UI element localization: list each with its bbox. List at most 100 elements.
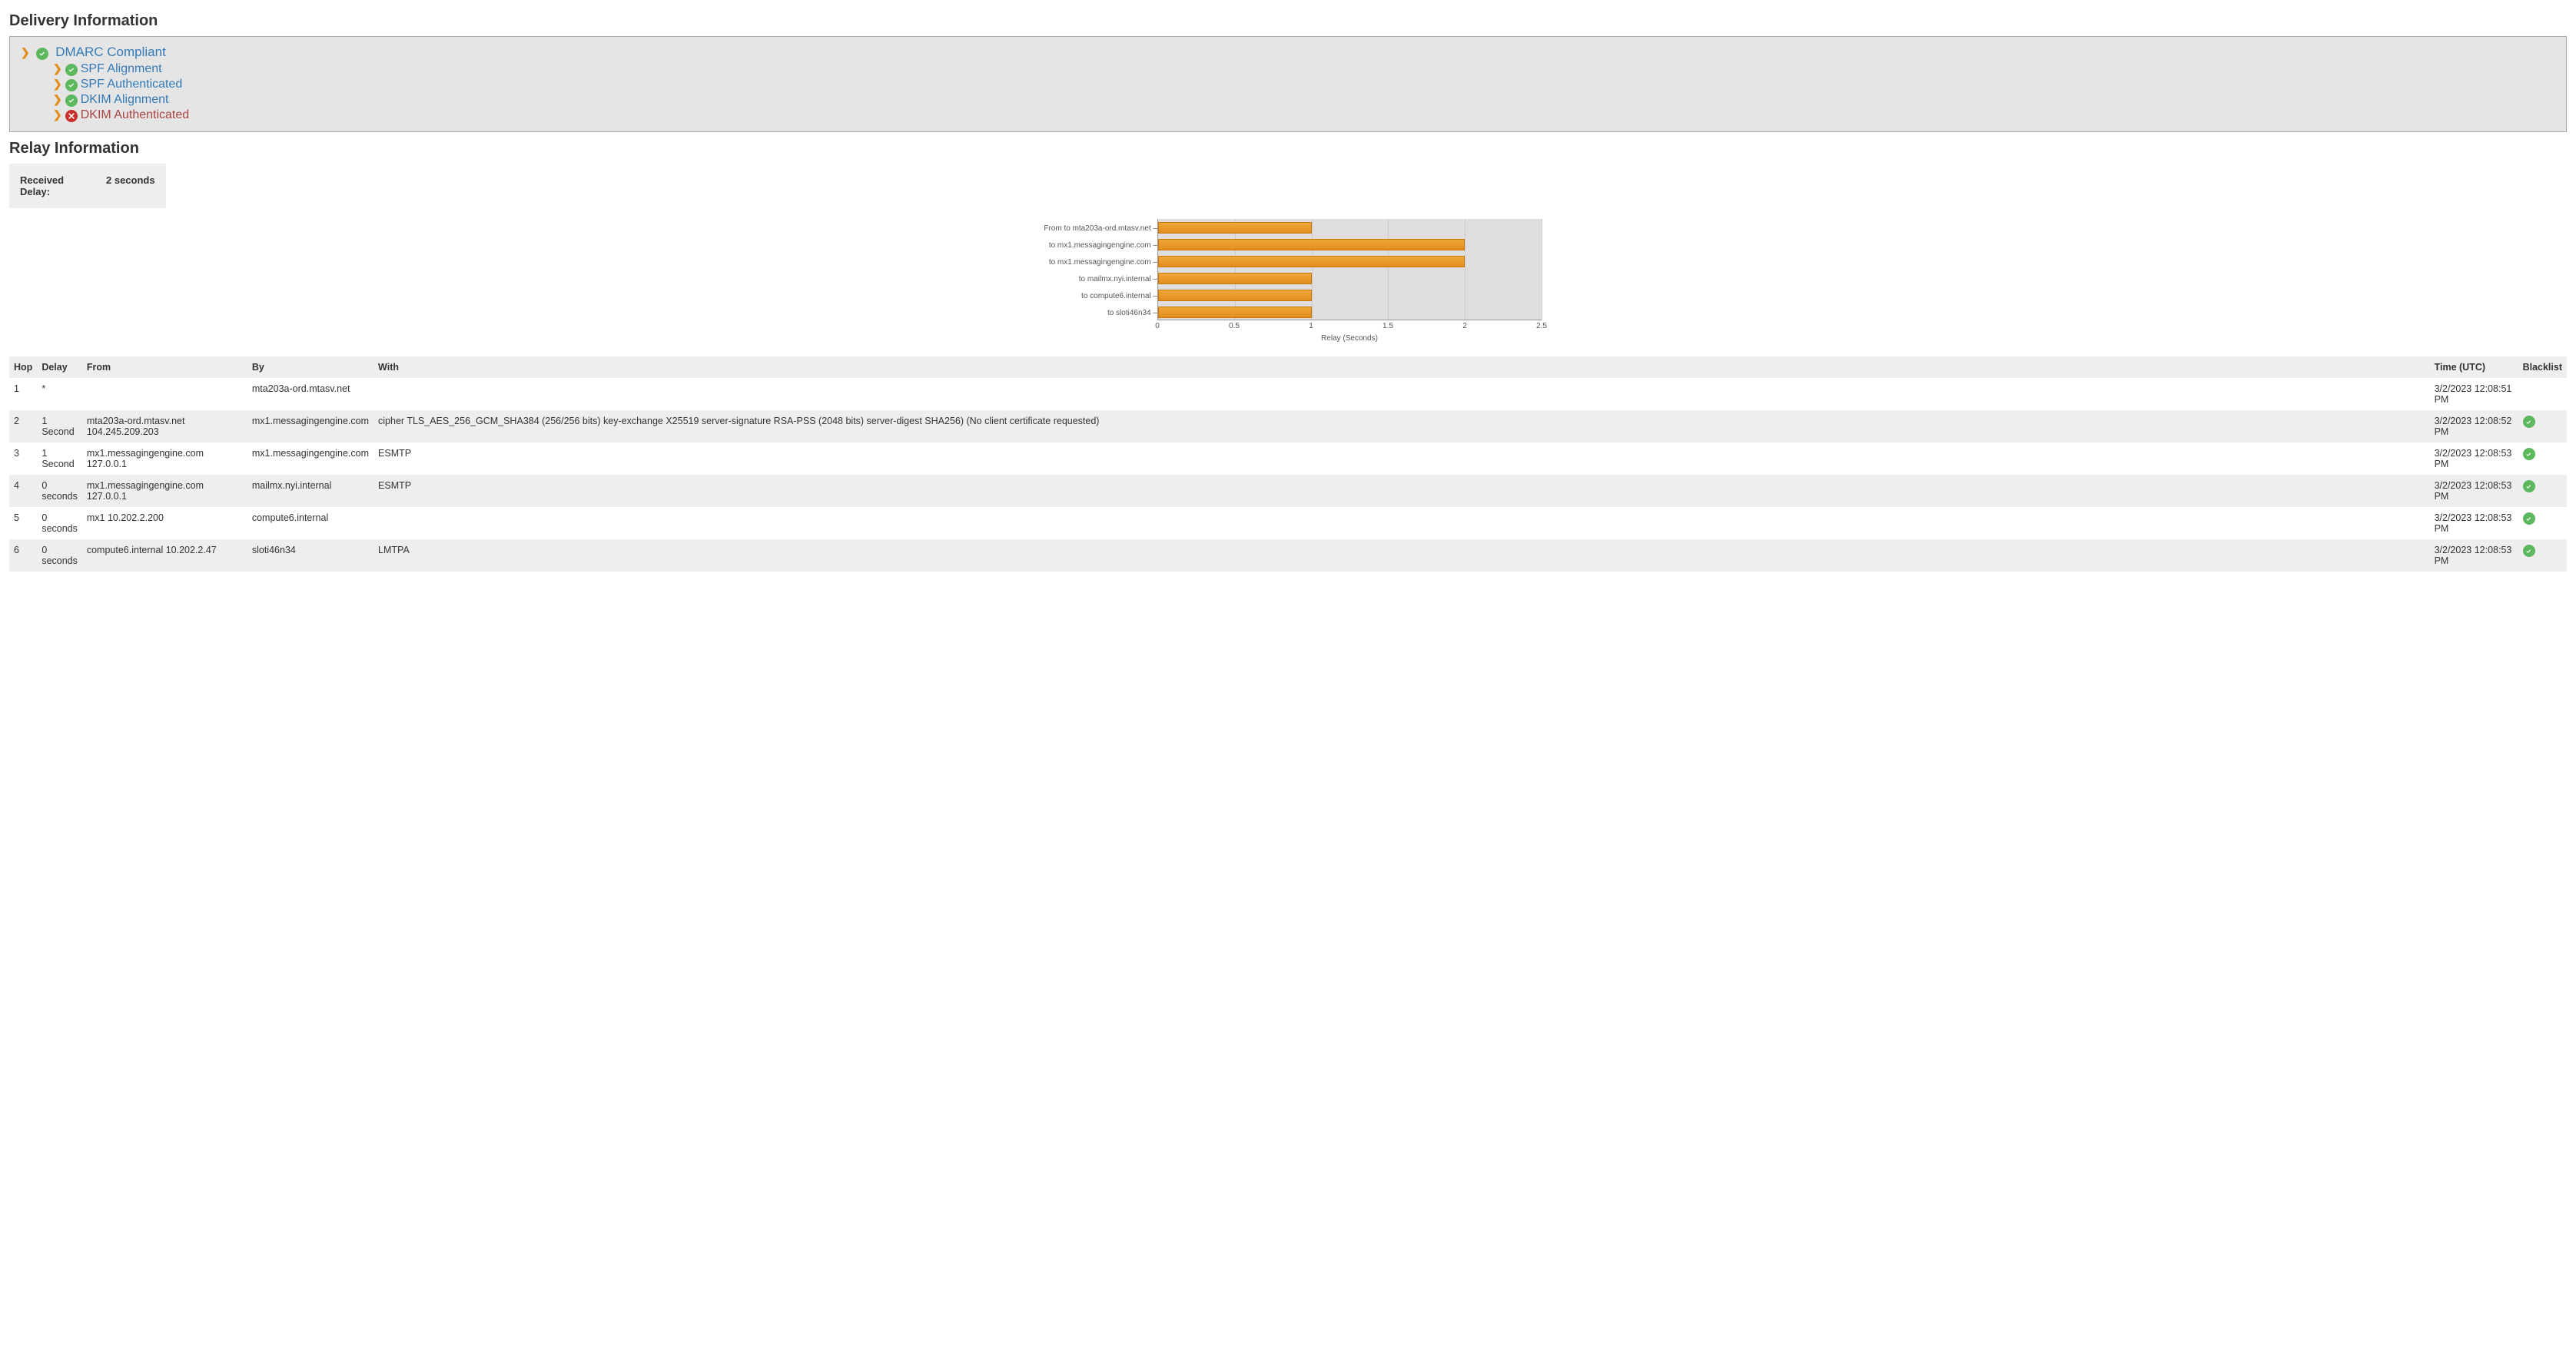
chart-y-label: From to mta203a-ord.mtasv.net –	[1034, 220, 1157, 237]
cell-delay: 1 Second	[37, 443, 82, 475]
dmarc-child-label[interactable]: DKIM Alignment	[81, 93, 169, 106]
expand-arrow-icon[interactable]: ❯	[53, 93, 62, 105]
check-circle-icon	[2523, 416, 2535, 428]
table-row: 21 Secondmta203a-ord.mtasv.net 104.245.2…	[9, 410, 2567, 443]
dmarc-child-row[interactable]: ❯ DKIM Alignment	[53, 93, 2555, 107]
check-circle-icon	[65, 64, 78, 76]
chart-gridline	[1388, 219, 1389, 320]
chart-x-axis-label: Relay (Seconds)	[1157, 334, 1542, 343]
dmarc-child-label[interactable]: SPF Alignment	[81, 62, 162, 75]
cell-delay: *	[37, 378, 82, 410]
chart-gridline	[1312, 219, 1313, 320]
hops-table: Hop Delay From By With Time (UTC) Blackl…	[9, 356, 2567, 572]
check-circle-icon	[2523, 545, 2535, 557]
check-circle-icon	[65, 79, 78, 91]
check-circle-icon	[36, 48, 48, 60]
hops-header-row: Hop Delay From By With Time (UTC) Blackl…	[9, 356, 2567, 378]
chart-bar	[1158, 239, 1465, 250]
cell-by: mta203a-ord.mtasv.net	[247, 378, 373, 410]
chart-y-label: to mx1.messagingengine.com –	[1034, 237, 1157, 254]
cell-by: mailmx.nyi.internal	[247, 475, 373, 507]
chart-x-tick: 1	[1309, 322, 1313, 330]
check-circle-icon	[2523, 448, 2535, 460]
chart-bar	[1158, 290, 1312, 301]
chart-x-tick: 2.5	[1536, 322, 1547, 330]
chart-bar	[1158, 273, 1312, 284]
dmarc-child-label[interactable]: SPF Authenticated	[81, 78, 183, 91]
table-row: 40 secondsmx1.messagingengine.com 127.0.…	[9, 475, 2567, 507]
col-header-time: Time (UTC)	[2430, 356, 2518, 378]
chart-gridline	[1465, 219, 1466, 320]
cell-delay: 1 Second	[37, 410, 82, 443]
col-header-by: By	[247, 356, 373, 378]
chart-y-label: to mx1.messagingengine.com –	[1034, 254, 1157, 271]
col-header-from: From	[82, 356, 247, 378]
cell-hop: 1	[9, 378, 37, 410]
received-delay-label: Received Delay:	[15, 171, 100, 201]
cell-with: LMTPA	[373, 539, 2430, 572]
dmarc-child-row[interactable]: ❯ SPF Authenticated	[53, 78, 2555, 91]
relay-information-heading: Relay Information	[9, 140, 2567, 157]
chart-bar	[1158, 307, 1312, 318]
cell-by: mx1.messagingengine.com	[247, 410, 373, 443]
dmarc-child-row[interactable]: ❯ SPF Alignment	[53, 62, 2555, 76]
col-header-with: With	[373, 356, 2430, 378]
cell-hop: 3	[9, 443, 37, 475]
cell-with	[373, 507, 2430, 539]
chart-x-tick: 1.5	[1383, 322, 1393, 330]
cell-delay: 0 seconds	[37, 539, 82, 572]
expand-arrow-icon[interactable]: ❯	[53, 62, 62, 75]
dmarc-root-row[interactable]: ❯ DMARC Compliant	[21, 45, 2555, 60]
cell-blacklist	[2518, 539, 2567, 572]
received-delay-value: 2 seconds	[101, 171, 160, 201]
chart-gridline	[1235, 219, 1236, 320]
cell-blacklist	[2518, 475, 2567, 507]
chart-x-tick: 0	[1155, 322, 1160, 330]
cell-hop: 2	[9, 410, 37, 443]
cell-time: 3/2/2023 12:08:53 PM	[2430, 443, 2518, 475]
expand-arrow-icon[interactable]: ❯	[53, 108, 62, 121]
cell-from: compute6.internal 10.202.2.47	[82, 539, 247, 572]
check-circle-icon	[2523, 480, 2535, 492]
cell-with: ESMTP	[373, 443, 2430, 475]
dmarc-child-label[interactable]: DKIM Authenticated	[81, 108, 189, 121]
expand-arrow-icon[interactable]: ❯	[53, 78, 62, 90]
chart-bar	[1158, 256, 1465, 267]
table-row: 60 secondscompute6.internal 10.202.2.47s…	[9, 539, 2567, 572]
cell-by: compute6.internal	[247, 507, 373, 539]
check-circle-icon	[2523, 512, 2535, 525]
table-row: 1* mta203a-ord.mtasv.net 3/2/2023 12:08:51…	[9, 378, 2567, 410]
cell-from: mx1.messagingengine.com 127.0.0.1	[82, 475, 247, 507]
cell-time: 3/2/2023 12:08:53 PM	[2430, 507, 2518, 539]
cell-from: mta203a-ord.mtasv.net 104.245.209.203	[82, 410, 247, 443]
chart-x-tick: 2	[1462, 322, 1467, 330]
dmarc-root-label[interactable]: DMARC Compliant	[55, 45, 166, 59]
cell-blacklist	[2518, 443, 2567, 475]
chart-y-label: to compute6.internal –	[1034, 288, 1157, 305]
cell-hop: 6	[9, 539, 37, 572]
cell-with	[373, 378, 2430, 410]
chart-y-label: to mailmx.nyi.internal –	[1034, 271, 1157, 288]
x-circle-icon	[65, 110, 78, 122]
cell-with: cipher TLS_AES_256_GCM_SHA384 (256/256 b…	[373, 410, 2430, 443]
cell-from: mx1 10.202.2.200	[82, 507, 247, 539]
dmarc-child-row[interactable]: ❯ DKIM Authenticated	[53, 108, 2555, 122]
cell-time: 3/2/2023 12:08:53 PM	[2430, 475, 2518, 507]
relay-chart: From to mta203a-ord.mtasv.net –to mx1.me…	[1034, 219, 1542, 343]
cell-time: 3/2/2023 12:08:51 PM	[2430, 378, 2518, 410]
cell-hop: 4	[9, 475, 37, 507]
expand-arrow-icon[interactable]: ❯	[21, 46, 30, 58]
cell-with: ESMTP	[373, 475, 2430, 507]
cell-time: 3/2/2023 12:08:52 PM	[2430, 410, 2518, 443]
cell-delay: 0 seconds	[37, 507, 82, 539]
cell-delay: 0 seconds	[37, 475, 82, 507]
col-header-hop: Hop	[9, 356, 37, 378]
table-row: 31 Secondmx1.messagingengine.com 127.0.0…	[9, 443, 2567, 475]
cell-from	[82, 378, 247, 410]
chart-y-label: to sloti46n34 –	[1034, 305, 1157, 322]
table-row: 50 secondsmx1 10.202.2.200compute6.inter…	[9, 507, 2567, 539]
col-header-blacklist: Blacklist	[2518, 356, 2567, 378]
delivery-information-heading: Delivery Information	[9, 12, 2567, 30]
cell-hop: 5	[9, 507, 37, 539]
relay-summary: Received Delay: 2 seconds	[9, 164, 166, 208]
